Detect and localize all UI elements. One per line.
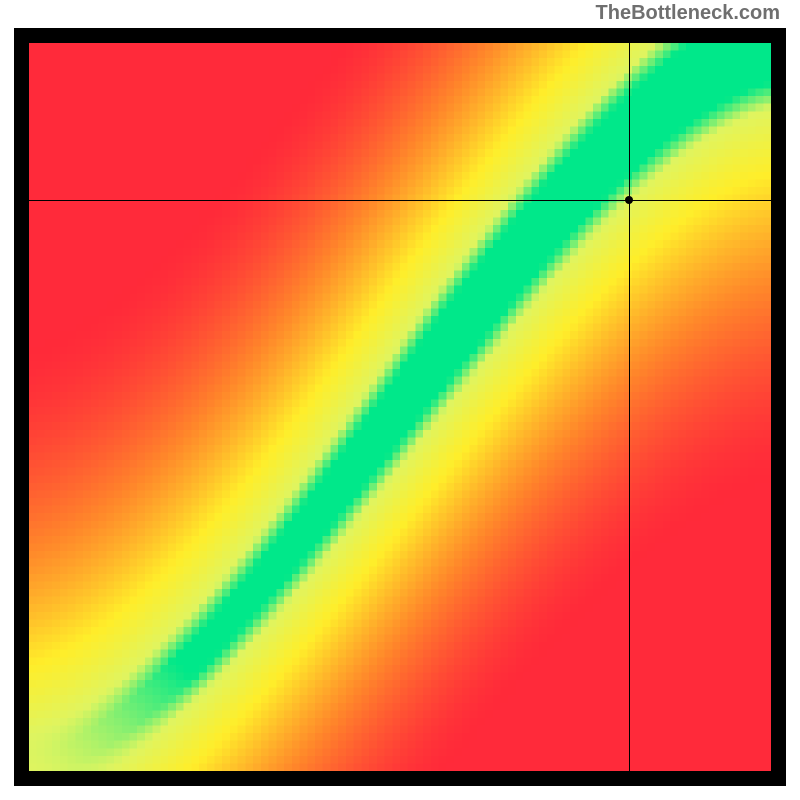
watermark-text: TheBottleneck.com xyxy=(596,2,780,25)
chart-container: TheBottleneck.com xyxy=(0,0,800,800)
crosshair-horizontal xyxy=(14,200,786,201)
crosshair-vertical xyxy=(629,28,630,786)
plot-area xyxy=(14,28,786,786)
marker-dot xyxy=(625,196,633,204)
heatmap-canvas xyxy=(29,43,771,771)
